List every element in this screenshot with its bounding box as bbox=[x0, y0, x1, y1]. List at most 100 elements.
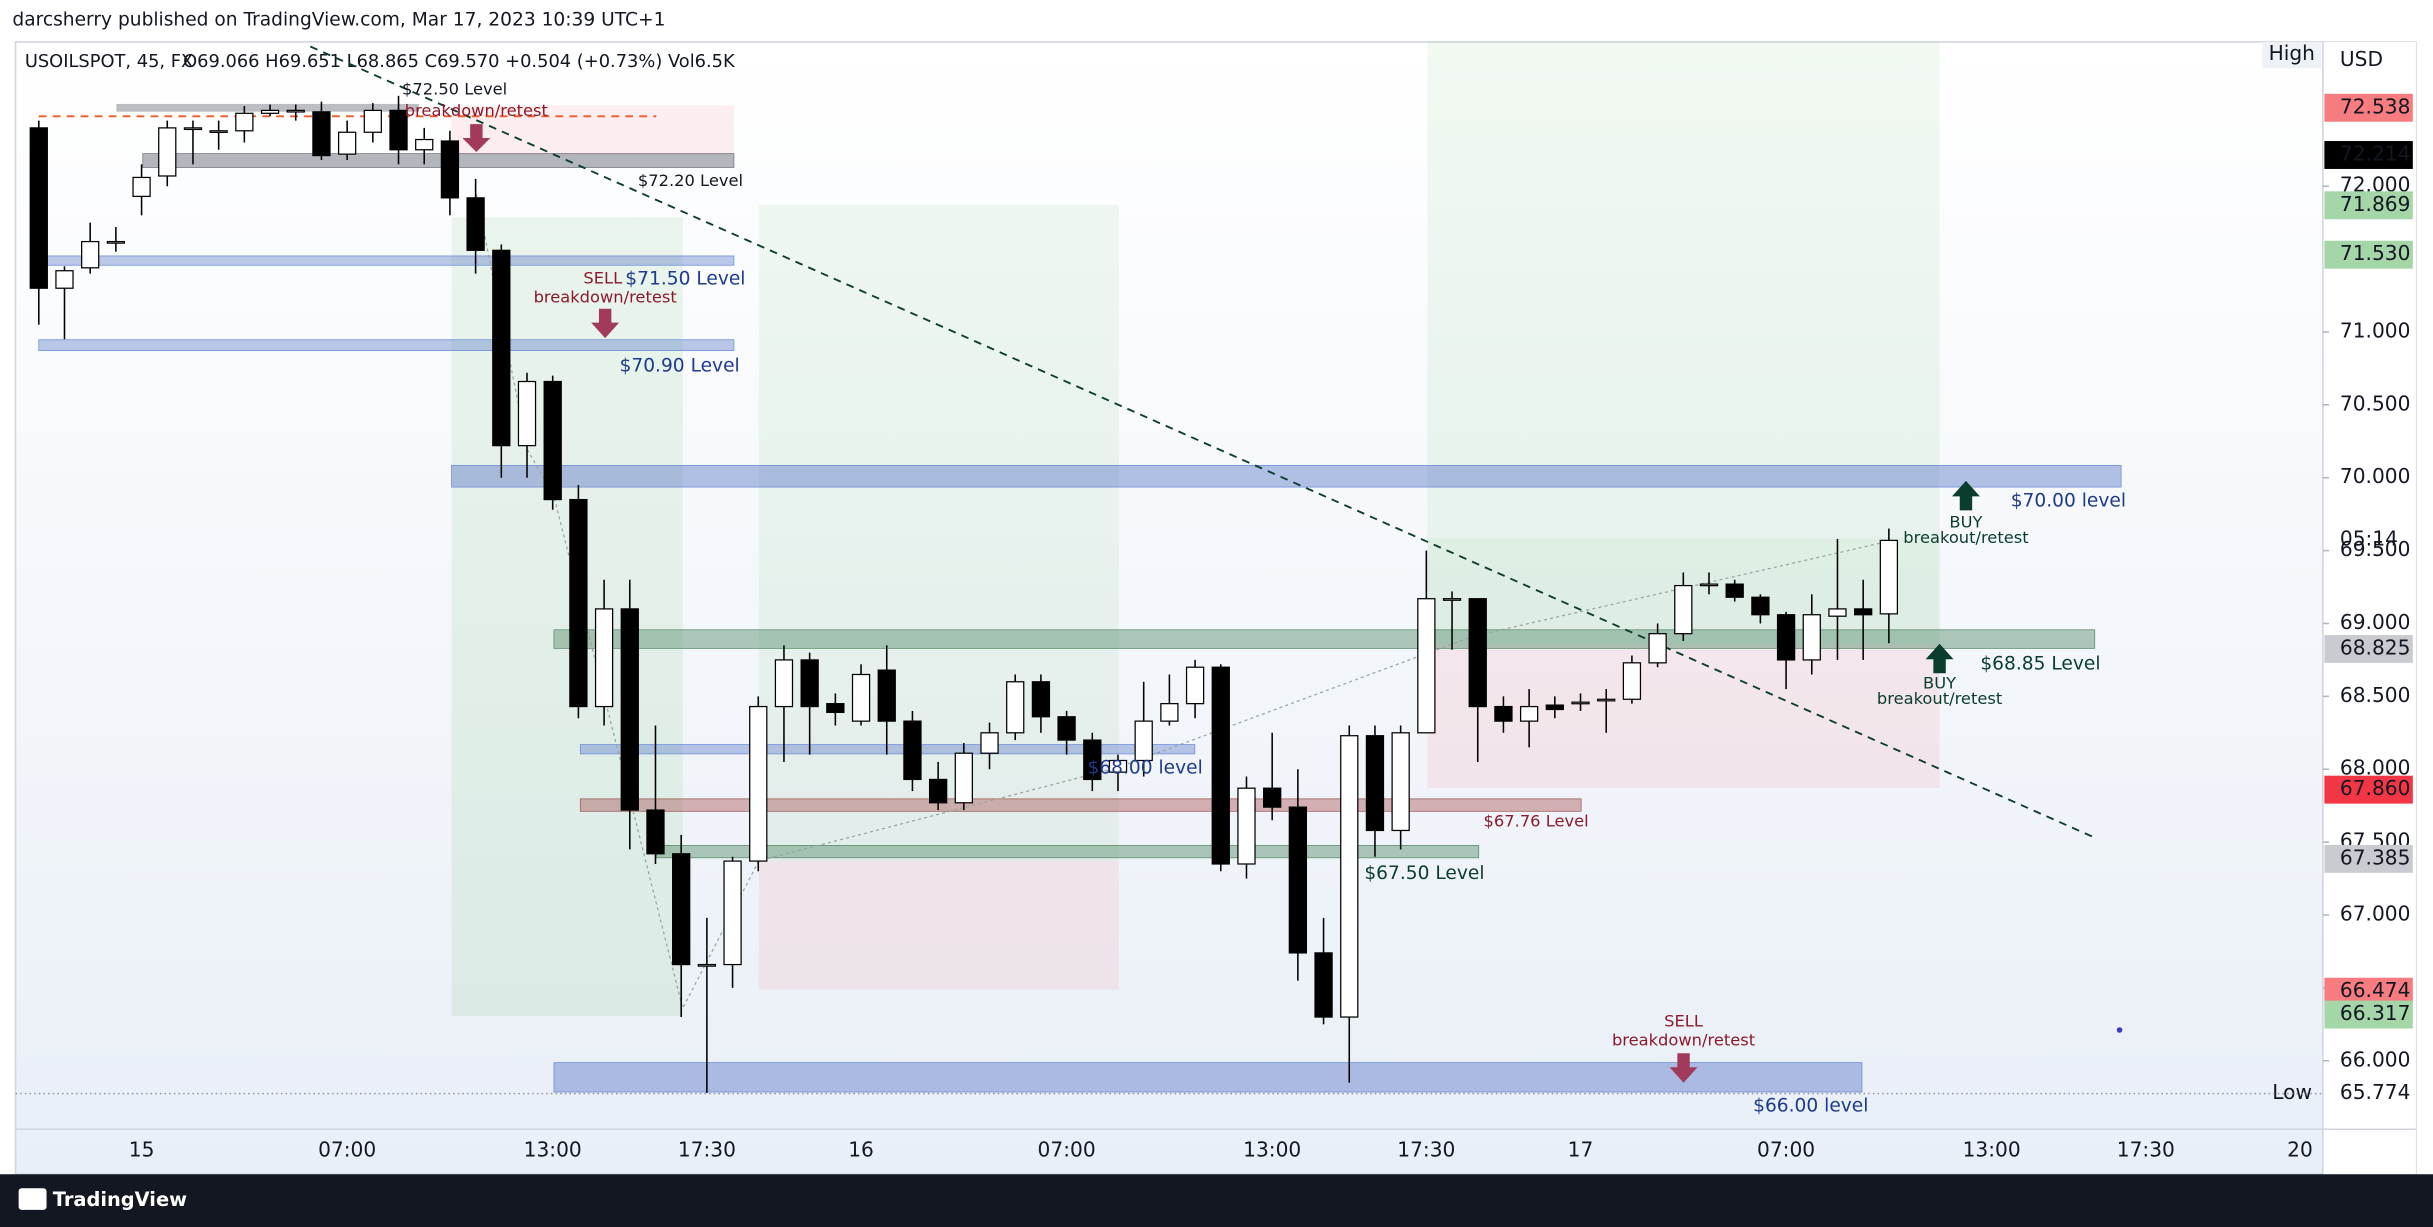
candle-body bbox=[1031, 681, 1051, 718]
x-tick-label: 13:00 bbox=[1243, 1137, 1301, 1161]
candle-body bbox=[1571, 701, 1590, 705]
price-label: 71.869 bbox=[2340, 192, 2411, 216]
candle-body bbox=[903, 720, 922, 781]
y-tick-label: 69.000 bbox=[2340, 610, 2411, 634]
legend-ohlc: O69.066 H69.651 L68.865 C69.570 +0.504 (… bbox=[183, 51, 736, 72]
level-zone bbox=[451, 464, 2122, 488]
candle-body bbox=[1314, 952, 1333, 1018]
candle-body bbox=[363, 109, 382, 133]
y-tick-label: 70.500 bbox=[2340, 391, 2411, 415]
candle-body bbox=[440, 140, 460, 199]
level-zone bbox=[579, 798, 1582, 812]
sell-arrow bbox=[591, 308, 620, 339]
annotation: breakdown/retest bbox=[1612, 1030, 1755, 1049]
candle-body bbox=[1879, 539, 1899, 615]
price-label: 72.538 bbox=[2340, 94, 2411, 118]
candle-body bbox=[1417, 598, 1436, 734]
position-box bbox=[1427, 643, 1940, 789]
candle-body bbox=[183, 127, 203, 131]
annotation: breakdown/retest bbox=[534, 287, 677, 306]
price-label-box bbox=[2324, 844, 2413, 873]
x-tick-label: 17:30 bbox=[1397, 1137, 1455, 1161]
countdown: 05:14 bbox=[2340, 526, 2398, 550]
candle-body bbox=[1622, 662, 1642, 700]
position-box bbox=[1427, 41, 1940, 539]
candle-body bbox=[260, 109, 280, 114]
candle-body bbox=[1365, 735, 1385, 832]
price-label-box bbox=[2324, 240, 2413, 269]
high-box bbox=[2262, 41, 2322, 69]
position-box bbox=[758, 204, 1119, 861]
candle-body bbox=[209, 130, 228, 133]
y-tick-label: 69.500 bbox=[2340, 537, 2411, 561]
candle-body bbox=[337, 131, 357, 155]
price-label-box bbox=[2324, 191, 2413, 220]
annotation: SELL bbox=[1664, 1012, 1703, 1031]
level-zone bbox=[553, 1062, 1863, 1093]
candle-body bbox=[749, 705, 768, 862]
candle-body bbox=[29, 127, 48, 289]
x-tick-label: 07:00 bbox=[1038, 1137, 1096, 1161]
candle-body bbox=[1442, 598, 1462, 601]
annotation: $70.90 Level bbox=[620, 356, 740, 377]
candle-body bbox=[1648, 633, 1667, 664]
candle-body bbox=[1160, 703, 1179, 722]
annotation: breakout/retest bbox=[1877, 689, 2002, 708]
annotation: $71.50 Level bbox=[625, 269, 745, 290]
candle-body bbox=[466, 197, 485, 251]
level-zone bbox=[553, 629, 2096, 649]
position-box bbox=[451, 217, 683, 1017]
candle-body bbox=[1674, 584, 1693, 635]
y-tick-label: 66.000 bbox=[2340, 1047, 2411, 1071]
candle-body bbox=[851, 673, 871, 722]
annotation: SELL bbox=[583, 269, 622, 288]
price-label: 67.385 bbox=[2340, 845, 2411, 869]
annotation: breakout/retest bbox=[1903, 528, 2028, 547]
footer-bar bbox=[0, 1174, 2433, 1227]
level-zone bbox=[116, 103, 419, 112]
level-zone bbox=[579, 744, 1196, 755]
candle-body bbox=[1699, 583, 1719, 587]
price-label-box bbox=[2324, 775, 2413, 804]
candle-body bbox=[235, 112, 254, 132]
sell-arrow bbox=[462, 124, 491, 153]
candle-body bbox=[1597, 698, 1616, 702]
candle-body bbox=[1802, 614, 1821, 661]
symbol: USOILSPOT, 45, FX bbox=[25, 51, 193, 72]
buy-arrow bbox=[1951, 480, 1980, 511]
price-label-box bbox=[2324, 1000, 2413, 1029]
y-tick-label: 70.000 bbox=[2340, 464, 2411, 488]
annotation: $68.85 Level bbox=[1980, 653, 2100, 674]
candle-body bbox=[774, 659, 794, 708]
candle-body bbox=[723, 860, 742, 966]
candle-body bbox=[415, 138, 434, 151]
candle-body bbox=[543, 380, 562, 501]
annotation: $67.76 Level bbox=[1484, 812, 1589, 831]
candle-body bbox=[517, 380, 537, 447]
price-label: 66.317 bbox=[2340, 1001, 2411, 1025]
candle-body bbox=[1083, 739, 1102, 781]
candle-body bbox=[81, 240, 100, 269]
candle-body bbox=[1545, 704, 1564, 711]
candle-body bbox=[1185, 666, 1205, 705]
candle-body bbox=[1108, 759, 1128, 773]
candle-body bbox=[1468, 598, 1487, 708]
candle-body bbox=[672, 853, 691, 966]
buy-arrow bbox=[1925, 643, 1954, 674]
candle-body bbox=[1725, 583, 1744, 598]
candle-body bbox=[1263, 787, 1282, 808]
annotation: $68.00 level bbox=[1087, 757, 1202, 778]
y-tick-label: 68.500 bbox=[2340, 683, 2411, 707]
candle-body bbox=[800, 659, 819, 708]
candle-body bbox=[928, 778, 948, 804]
x-tick-label: 13:00 bbox=[1963, 1137, 2021, 1161]
candle-body bbox=[1288, 806, 1308, 954]
level-zone bbox=[142, 153, 735, 168]
candle-body bbox=[954, 752, 973, 804]
x-tick-label: 07:00 bbox=[318, 1137, 376, 1161]
plot-area bbox=[14, 41, 2417, 1176]
price-label: 68.825 bbox=[2340, 635, 2411, 659]
candle-body bbox=[594, 608, 614, 708]
level-zone bbox=[46, 255, 735, 266]
currency: USD bbox=[2340, 47, 2383, 71]
